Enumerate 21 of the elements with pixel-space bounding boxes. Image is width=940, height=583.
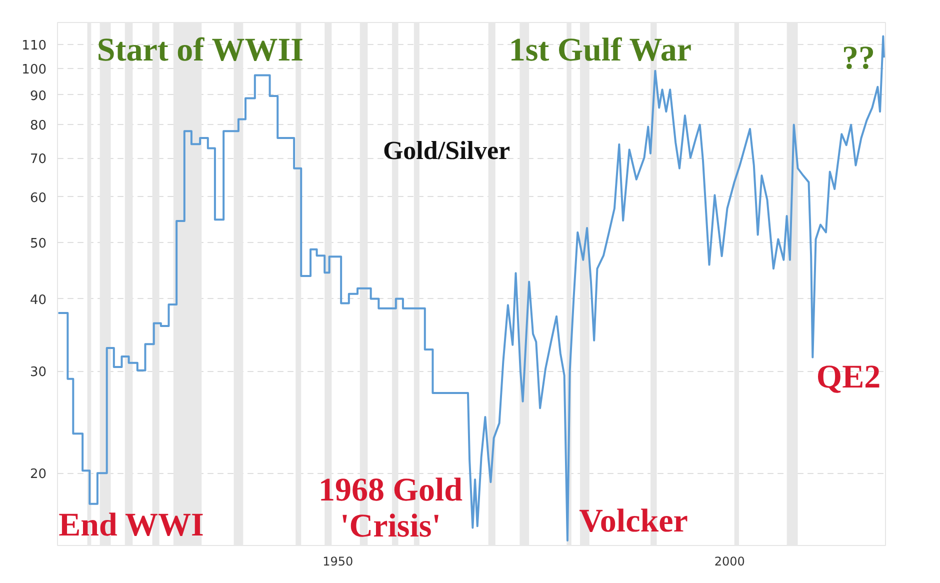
- annotation: Start of WWII: [96, 32, 304, 68]
- y-tick-label: 80: [30, 118, 47, 134]
- y-tick-label: 90: [30, 88, 47, 104]
- text: Gold/Silver: [382, 136, 510, 165]
- x-tick-label: 2000: [714, 554, 745, 568]
- y-tick-label: 110: [22, 38, 47, 54]
- annotation: 1968 Gold 'Crisis': [318, 472, 462, 544]
- annotation: End WWI: [58, 508, 204, 544]
- x-tick-label: 1950: [322, 554, 354, 568]
- y-tick-label: 40: [30, 292, 47, 308]
- annotation: ??: [842, 40, 875, 76]
- annotation: QE2: [816, 360, 881, 396]
- y-tick-label: 60: [30, 190, 47, 206]
- annotation: 1st Gulf War: [508, 32, 692, 68]
- y-tick-label: 20: [30, 467, 47, 482]
- y-tick-label: 100: [22, 62, 47, 78]
- y-tick-label: 30: [30, 365, 47, 380]
- line-series: [58, 35, 885, 542]
- annotation: Volcker: [579, 504, 688, 540]
- y-tick-label: 70: [30, 152, 47, 168]
- y-tick-label: 50: [30, 236, 47, 252]
